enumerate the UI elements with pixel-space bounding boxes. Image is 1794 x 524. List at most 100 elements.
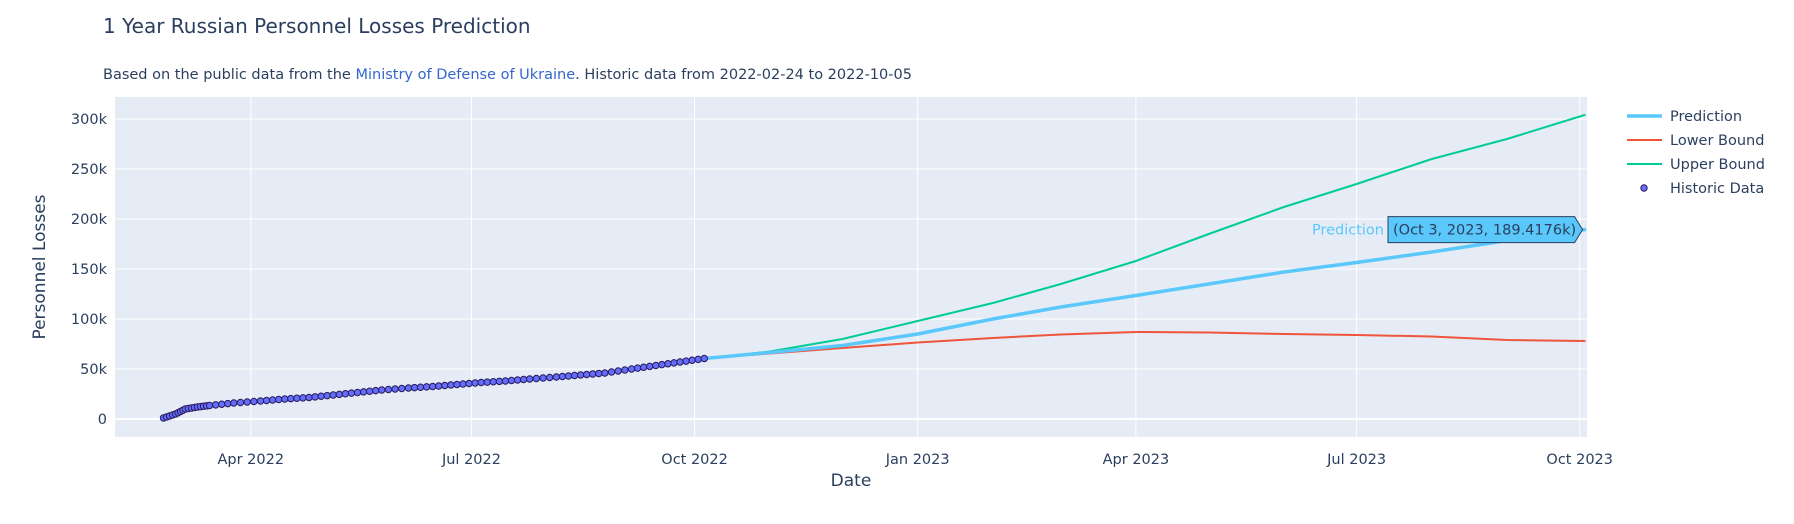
historic-data-point[interactable]	[564, 372, 573, 380]
historic-data-point[interactable]	[646, 362, 654, 371]
historic-data-point[interactable]	[441, 381, 449, 390]
historic-data-point[interactable]	[582, 370, 591, 379]
historic-data-point[interactable]	[459, 380, 467, 388]
subtitle-suffix: . Historic data from 2022-02-24 to 2022-…	[575, 67, 912, 83]
historic-data-point[interactable]	[211, 401, 220, 409]
historic-data-point[interactable]	[545, 373, 554, 382]
historic-data-point[interactable]	[552, 373, 561, 381]
y-axis-title: Personnel Losses	[30, 194, 50, 339]
historic-data-point[interactable]	[471, 379, 479, 387]
upper-bound-line[interactable]	[703, 114, 1586, 360]
historic-data-point[interactable]	[236, 398, 245, 407]
legend-item-historic-data[interactable]: Historic Data	[1640, 181, 1764, 197]
historic-data-point[interactable]	[539, 374, 547, 382]
historic-data-point[interactable]	[614, 367, 622, 375]
historic-data-point[interactable]	[688, 356, 696, 364]
historic-data-point[interactable]	[435, 382, 443, 390]
historic-data-point[interactable]	[353, 388, 362, 397]
historic-data-point[interactable]	[287, 394, 295, 403]
historic-data-point[interactable]	[601, 369, 609, 377]
historic-data-point[interactable]	[501, 377, 510, 385]
y-tick-label: 150k	[71, 262, 108, 278]
historic-data-point[interactable]	[281, 395, 289, 403]
historic-data-point[interactable]	[299, 394, 307, 402]
x-tick-label: Apr 2022	[217, 452, 284, 468]
legend-label: Lower Bound	[1670, 133, 1764, 149]
historic-data-point[interactable]	[230, 399, 238, 407]
historic-data-point[interactable]	[513, 376, 522, 384]
historic-data-point[interactable]	[507, 376, 516, 385]
historic-data-point[interactable]	[329, 391, 337, 399]
historic-data-point[interactable]	[305, 393, 313, 402]
historic-data-point[interactable]	[378, 386, 386, 394]
historic-data-point[interactable]	[477, 378, 485, 387]
historic-data-point[interactable]	[682, 357, 690, 365]
historic-data-point[interactable]	[262, 396, 271, 405]
historic-data-point[interactable]	[694, 355, 702, 364]
historic-data-point[interactable]	[447, 381, 455, 389]
historic-data-point[interactable]	[453, 380, 461, 389]
historic-data-point[interactable]	[323, 391, 331, 400]
historic-data-point[interactable]	[595, 369, 603, 378]
historic-data-point[interactable]	[670, 359, 678, 367]
legend-item-upper-bound[interactable]: Upper Bound	[1627, 157, 1765, 173]
historic-data-point[interactable]	[676, 358, 684, 366]
historic-data-point[interactable]	[576, 371, 585, 379]
historic-data-point[interactable]	[532, 374, 541, 383]
legend-label: Upper Bound	[1670, 157, 1765, 173]
historic-data-point[interactable]	[410, 383, 419, 392]
historic-data-point[interactable]	[404, 384, 413, 392]
historic-data-point[interactable]	[250, 397, 258, 406]
legend-item-prediction[interactable]: Prediction	[1627, 109, 1742, 125]
ministry-link[interactable]: Ministry of Defense of Ukraine	[355, 67, 576, 83]
historic-data-point[interactable]	[398, 384, 406, 393]
historic-data-point[interactable]	[627, 365, 636, 373]
historic-data-point[interactable]	[384, 385, 393, 394]
historic-data-point[interactable]	[365, 387, 374, 395]
historic-data-point[interactable]	[224, 399, 232, 408]
historic-data-point[interactable]	[317, 392, 325, 400]
historic-data-point[interactable]	[495, 377, 504, 386]
historic-data-point[interactable]	[570, 371, 579, 380]
historic-data-point[interactable]	[621, 366, 629, 374]
historic-data-point[interactable]	[218, 400, 226, 408]
historic-data-point[interactable]	[341, 390, 350, 398]
subtitle-prefix: Based on the public data from the	[103, 67, 356, 83]
historic-data-point[interactable]	[391, 385, 399, 393]
historic-data-point[interactable]	[658, 360, 666, 369]
historic-data-point[interactable]	[525, 375, 534, 383]
historic-data-point[interactable]	[311, 393, 319, 401]
historic-data-point[interactable]	[607, 368, 616, 376]
prediction-line[interactable]	[702, 227, 1587, 361]
historic-data-point[interactable]	[489, 378, 498, 386]
lower-bound-line[interactable]	[703, 331, 1586, 360]
historic-data-point[interactable]	[639, 363, 648, 371]
historic-data-point[interactable]	[243, 398, 251, 406]
historic-data-point[interactable]	[416, 383, 425, 391]
historic-data-point[interactable]	[256, 397, 265, 405]
historic-data-point[interactable]	[268, 396, 277, 404]
historic-data-point[interactable]	[428, 382, 437, 391]
historic-data-point[interactable]	[359, 388, 368, 396]
historic-data-point[interactable]	[652, 361, 660, 370]
x-tick-label: Jul 2023	[1326, 452, 1386, 468]
historic-data-point[interactable]	[293, 394, 301, 402]
historic-data-point[interactable]	[633, 364, 642, 372]
historic-data-point[interactable]	[519, 375, 528, 384]
historic-data-point[interactable]	[589, 370, 597, 378]
historic-data-point[interactable]	[664, 360, 672, 368]
historic-data-point[interactable]	[422, 383, 431, 391]
plot-area[interactable]	[115, 97, 1587, 437]
historic-data-point[interactable]	[205, 401, 214, 410]
x-tick-label: Apr 2023	[1103, 452, 1170, 468]
historic-data-point[interactable]	[347, 389, 356, 397]
historic-data-point[interactable]	[558, 372, 567, 381]
legend-item-lower-bound[interactable]: Lower Bound	[1627, 133, 1764, 149]
historic-data-point[interactable]	[274, 395, 283, 404]
historic-data-point[interactable]	[700, 354, 708, 363]
historic-data-point[interactable]	[465, 379, 473, 388]
historic-data-point[interactable]	[483, 378, 491, 386]
historic-data-point[interactable]	[371, 386, 380, 395]
historic-data-point[interactable]	[335, 390, 344, 399]
